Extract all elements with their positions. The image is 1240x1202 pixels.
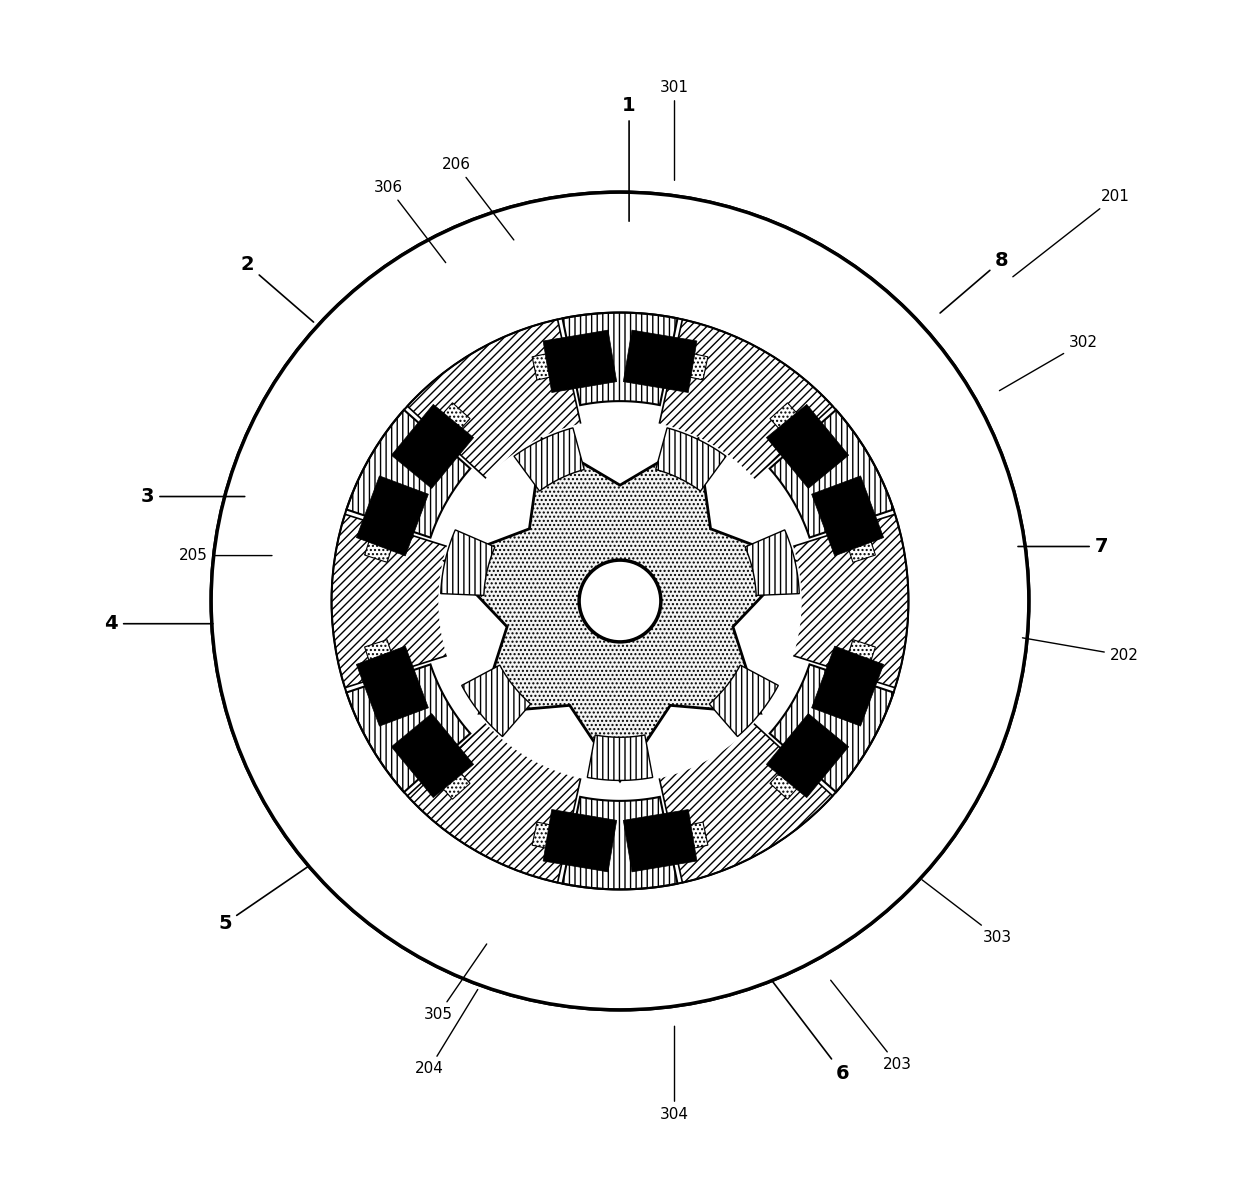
Polygon shape [211,192,1029,1010]
Text: 7: 7 [1018,537,1109,557]
Polygon shape [532,343,606,380]
Text: 201: 201 [1013,189,1130,276]
Text: 5: 5 [218,865,309,933]
Text: 8: 8 [940,251,1008,313]
Text: 203: 203 [831,980,911,1072]
Polygon shape [445,439,795,781]
Polygon shape [766,404,848,488]
Polygon shape [770,731,835,799]
Text: 303: 303 [923,880,1012,945]
Polygon shape [407,697,589,882]
Polygon shape [543,809,616,871]
Polygon shape [405,403,470,471]
Polygon shape [405,731,470,799]
Text: 6: 6 [771,981,849,1083]
Polygon shape [461,665,531,737]
Polygon shape [563,797,677,889]
Polygon shape [766,714,848,798]
Polygon shape [624,809,697,871]
Polygon shape [543,331,616,393]
Polygon shape [588,734,652,780]
Circle shape [211,192,1029,1010]
Text: 2: 2 [241,255,314,322]
Polygon shape [440,530,495,595]
Polygon shape [831,639,875,714]
Text: 302: 302 [999,334,1097,391]
Polygon shape [812,647,884,726]
Polygon shape [356,476,428,555]
Polygon shape [709,665,779,737]
Text: 205: 205 [179,548,272,563]
Text: 206: 206 [441,157,513,240]
Text: 4: 4 [104,614,213,633]
Polygon shape [656,428,725,492]
Polygon shape [365,639,409,714]
Polygon shape [407,320,589,505]
Polygon shape [532,822,606,859]
Polygon shape [356,647,428,726]
Polygon shape [346,410,470,537]
Text: 204: 204 [414,989,477,1076]
Polygon shape [515,428,584,492]
Text: 3: 3 [141,487,244,506]
Polygon shape [770,403,835,471]
Polygon shape [346,665,470,792]
Text: 305: 305 [424,944,486,1022]
Polygon shape [770,410,894,537]
Polygon shape [651,320,833,505]
Text: 1: 1 [622,96,636,221]
Circle shape [438,419,802,783]
Polygon shape [634,822,708,859]
Text: 202: 202 [1023,638,1138,664]
Text: 304: 304 [660,1027,689,1121]
Polygon shape [634,343,708,380]
Polygon shape [392,714,474,798]
Polygon shape [651,697,833,882]
Polygon shape [331,514,484,688]
Polygon shape [812,476,884,555]
Polygon shape [563,313,677,405]
Polygon shape [831,488,875,563]
Polygon shape [365,488,409,563]
Circle shape [579,560,661,642]
Text: 301: 301 [660,81,689,180]
Text: 306: 306 [373,180,445,263]
Polygon shape [770,665,894,792]
Polygon shape [756,514,909,688]
Polygon shape [392,404,474,488]
Polygon shape [745,530,800,595]
Polygon shape [624,331,697,393]
